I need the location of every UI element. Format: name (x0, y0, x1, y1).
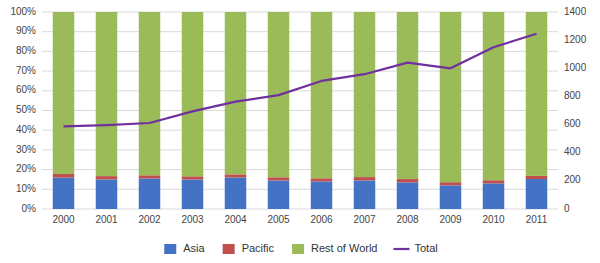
bar (354, 12, 376, 177)
y-tick-label: 40% (16, 124, 36, 135)
bar (268, 177, 290, 180)
y-tick-label: 70% (16, 65, 36, 76)
bar (311, 181, 333, 209)
grid-line (42, 110, 558, 111)
bar (354, 180, 376, 209)
x-tick-label: 2004 (224, 214, 247, 225)
chart: 0% 10% 20% 30% 40% 50% 60% 70% 80% 90% 100% 0 200 400… (0, 0, 600, 263)
bar (182, 176, 204, 179)
legend-swatch (164, 244, 176, 254)
y2-tick-label: 1000 (564, 62, 587, 73)
legend-swatch (394, 248, 410, 250)
bar (483, 180, 505, 183)
bar (440, 12, 462, 182)
grid-line (42, 51, 558, 52)
y2-tick-label: 200 (564, 174, 581, 185)
grid-line (42, 149, 558, 150)
x-tick-label: 2008 (396, 214, 419, 225)
grid (42, 12, 558, 209)
bar (311, 12, 333, 178)
x-tick-label: 2003 (181, 214, 204, 225)
legend: Asia Pacific Rest of World Total (164, 242, 438, 254)
bar (53, 177, 75, 209)
x-tick-label: 2000 (52, 214, 75, 225)
grid-line (42, 90, 558, 91)
y-tick-label: 80% (16, 45, 36, 56)
legend-label: Asia (183, 242, 205, 254)
grid-line (42, 189, 558, 190)
bar (397, 179, 419, 182)
legend-label: Total (415, 242, 438, 254)
y-tick-label: 10% (16, 183, 36, 194)
y-tick-label: 90% (16, 25, 36, 36)
grid-line (42, 12, 558, 13)
y2-tick-label: 1200 (564, 34, 587, 45)
bar (182, 12, 204, 176)
bar (397, 12, 419, 179)
bar (96, 176, 118, 179)
bar (526, 179, 548, 209)
bar (397, 182, 419, 209)
y-tick-label: 100% (10, 6, 36, 17)
grid-line (42, 71, 558, 72)
line (64, 34, 537, 127)
bar (268, 180, 290, 209)
bar (182, 179, 204, 209)
bar (225, 12, 247, 174)
y2-tick-label: 1400 (564, 6, 587, 17)
x-tick-label: 2002 (138, 214, 161, 225)
x-tick-label: 2001 (95, 214, 118, 225)
bar (483, 183, 505, 209)
y2-tick-label: 600 (564, 118, 581, 129)
grid-line (42, 130, 558, 131)
bar (440, 182, 462, 185)
bar (96, 12, 118, 176)
y-tick-label: 20% (16, 163, 36, 174)
bar (225, 177, 247, 209)
grid-line (42, 169, 558, 170)
bar (526, 176, 548, 179)
x-tick-label: 2010 (482, 214, 505, 225)
bar (53, 12, 75, 174)
y2-tick-label: 0 (564, 203, 570, 214)
y-tick-label: 0% (22, 203, 37, 214)
marks (53, 12, 548, 209)
x-tick-label: 2009 (439, 214, 462, 225)
legend-swatch (223, 244, 235, 254)
y2-tick-label: 400 (564, 146, 581, 157)
y-tick-label: 50% (16, 104, 36, 115)
y-tick-label: 30% (16, 144, 36, 155)
y2-tick-label: 800 (564, 90, 581, 101)
bar (225, 174, 247, 177)
x-tick-label: 2005 (267, 214, 290, 225)
bar (53, 174, 75, 178)
bar (139, 178, 161, 209)
bar (311, 178, 333, 181)
bar (483, 12, 505, 180)
legend-label: Pacific (242, 242, 275, 254)
bar (354, 177, 376, 180)
x-tick-label: 2006 (310, 214, 333, 225)
bar (440, 185, 462, 209)
grid-line (42, 209, 558, 210)
y-tick-label: 60% (16, 84, 36, 95)
bar (96, 179, 118, 209)
bar (139, 12, 161, 175)
bar (139, 175, 161, 178)
legend-swatch (292, 244, 304, 254)
x-tick-label: 2007 (353, 214, 376, 225)
grid-line (42, 31, 558, 32)
x-tick-label: 2011 (526, 214, 548, 225)
legend-label: Rest of World (311, 242, 377, 254)
